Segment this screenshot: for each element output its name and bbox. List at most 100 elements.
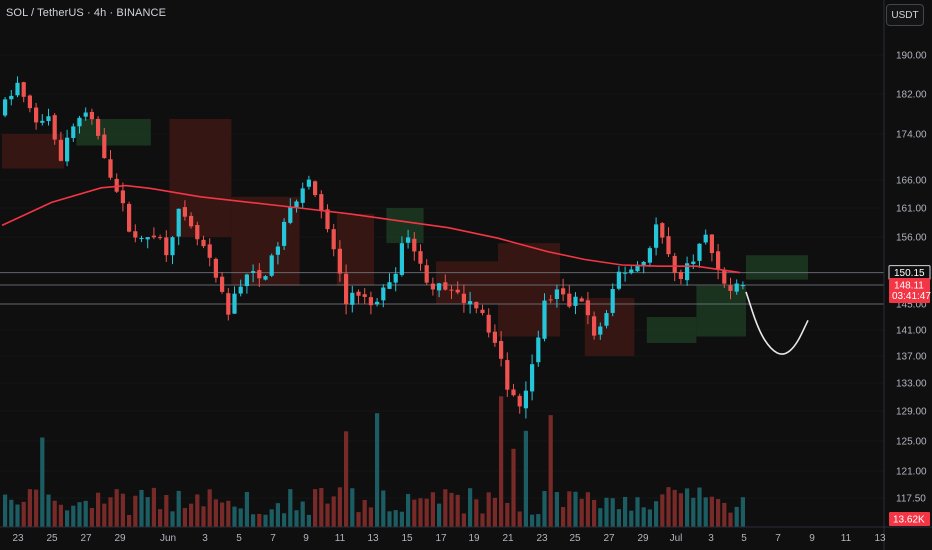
candle-body bbox=[740, 285, 745, 287]
x-tick-label: 11 bbox=[841, 533, 852, 544]
volume-bar bbox=[598, 508, 603, 527]
y-tick-label: 141.00 bbox=[896, 326, 927, 337]
candle-body bbox=[96, 118, 101, 136]
candle-body bbox=[58, 139, 63, 161]
volume-bar bbox=[660, 494, 665, 527]
candle-body bbox=[226, 293, 231, 315]
candle-body bbox=[616, 271, 621, 289]
candle-body bbox=[406, 237, 411, 243]
candle-body bbox=[77, 117, 82, 127]
candle-body bbox=[344, 273, 349, 305]
volume-bar bbox=[65, 510, 70, 527]
x-tick-label: 7 bbox=[270, 533, 276, 544]
candle-body bbox=[331, 229, 336, 250]
volume-bar bbox=[474, 499, 479, 527]
y-tick-label: 182.00 bbox=[896, 90, 927, 101]
candle-body bbox=[660, 223, 665, 238]
candle-body bbox=[195, 224, 200, 240]
volume-bar bbox=[697, 487, 702, 527]
volume-bar bbox=[517, 511, 522, 527]
candle-body bbox=[89, 111, 94, 120]
candle-body bbox=[251, 271, 256, 273]
volume-bar bbox=[455, 494, 460, 527]
volume-bar bbox=[170, 511, 175, 527]
candle-body bbox=[579, 298, 584, 302]
candle-body bbox=[492, 331, 497, 343]
volume-bars bbox=[3, 396, 745, 527]
volume-bar bbox=[319, 488, 324, 527]
volume-bar bbox=[244, 491, 249, 527]
candle-body bbox=[139, 237, 144, 239]
candle-body bbox=[437, 283, 442, 291]
candle-body bbox=[554, 289, 559, 299]
volume-bar bbox=[220, 502, 225, 527]
x-tick-label: 9 bbox=[809, 533, 815, 544]
candle-body bbox=[610, 288, 615, 313]
volume-bar bbox=[288, 489, 293, 527]
volume-bar bbox=[213, 499, 218, 527]
candle-body bbox=[685, 263, 690, 281]
candle-body bbox=[672, 255, 677, 273]
candle-body bbox=[623, 272, 628, 274]
volume-bar bbox=[709, 496, 714, 527]
candle-body bbox=[337, 248, 342, 274]
candle-body bbox=[654, 224, 659, 248]
volume-bar bbox=[375, 413, 380, 527]
volume-bar bbox=[145, 497, 150, 527]
candle-body bbox=[635, 264, 640, 272]
volume-bar bbox=[251, 514, 256, 527]
volume-bar bbox=[362, 499, 367, 527]
volume-bar bbox=[102, 503, 107, 527]
x-tick-label: 27 bbox=[603, 533, 615, 544]
volume-bar bbox=[232, 506, 237, 527]
candle-body bbox=[678, 271, 683, 280]
cloud-bull-segment bbox=[646, 317, 697, 343]
candle-body bbox=[34, 107, 39, 123]
volume-bar bbox=[418, 498, 423, 527]
candle-body bbox=[21, 82, 26, 97]
moving-average-line bbox=[1, 184, 740, 274]
candle-body bbox=[220, 276, 225, 292]
candle-body bbox=[393, 273, 398, 283]
candle-body bbox=[213, 258, 218, 278]
volume-bar bbox=[703, 497, 708, 527]
y-tick-label: 133.00 bbox=[896, 379, 927, 390]
x-tick-label: 21 bbox=[502, 533, 514, 544]
candle-body bbox=[263, 276, 268, 280]
volume-bar bbox=[151, 487, 156, 527]
volume-bar bbox=[201, 506, 206, 527]
candle-body bbox=[40, 120, 45, 123]
volume-bar bbox=[58, 504, 63, 527]
candle-body bbox=[3, 99, 8, 116]
volume-bar bbox=[96, 492, 101, 527]
x-tick-label: 3 bbox=[202, 533, 208, 544]
candle-body bbox=[275, 246, 280, 255]
y-tick-label: 117.50 bbox=[896, 494, 926, 505]
candle-body bbox=[505, 360, 510, 390]
overlay-lines bbox=[1, 184, 809, 355]
candle-body bbox=[499, 341, 504, 359]
volume-bar bbox=[164, 495, 169, 527]
x-tick-label: 5 bbox=[741, 533, 747, 544]
candle-body bbox=[83, 112, 88, 117]
currency-button[interactable]: USDT bbox=[886, 4, 924, 26]
volume-bar bbox=[114, 489, 119, 527]
cloud-bear-segment bbox=[336, 213, 374, 286]
volume-bar bbox=[77, 502, 82, 527]
candle-body bbox=[244, 274, 249, 287]
candle-body bbox=[368, 297, 373, 306]
cloud-bull-segment bbox=[696, 285, 746, 337]
volume-bar bbox=[740, 497, 745, 527]
volume-bar bbox=[300, 501, 305, 527]
volume-bar bbox=[629, 510, 634, 527]
candle-body bbox=[728, 285, 733, 291]
candle-body bbox=[15, 82, 20, 96]
candle-body bbox=[716, 251, 721, 271]
symbol-title: SOL / TetherUS · 4h · BINANCE bbox=[6, 7, 167, 19]
candle-body bbox=[52, 115, 57, 140]
candle-body bbox=[269, 255, 274, 276]
x-tick-label: 19 bbox=[468, 533, 480, 544]
candle-body bbox=[201, 239, 206, 247]
candle-body bbox=[170, 237, 175, 256]
